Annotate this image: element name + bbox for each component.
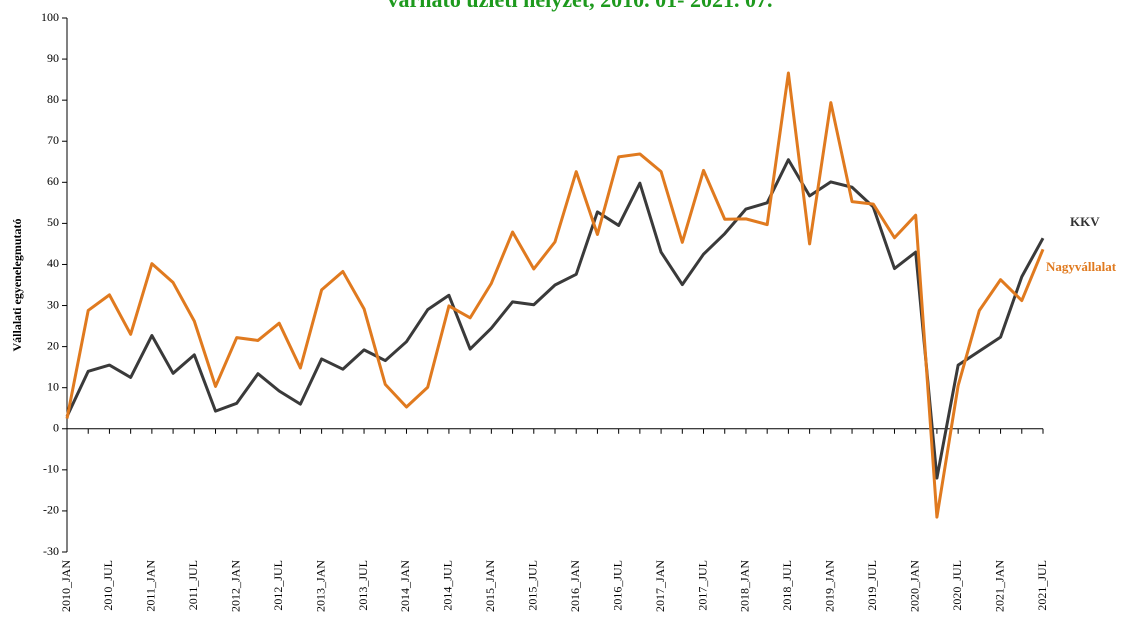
y-tick-label: 60 (47, 174, 59, 188)
y-tick-label: 20 (47, 338, 59, 352)
x-tick-label: 2018_JUL (780, 560, 794, 611)
x-tick-label: 2014_JUL (441, 560, 455, 611)
series-label: KKV (1070, 214, 1100, 229)
x-tick-label: 2011_JAN (144, 560, 158, 612)
x-tick-label: 2016_JAN (568, 560, 582, 612)
x-tick-label: 2016_JUL (610, 560, 624, 611)
y-tick-label: 70 (47, 133, 59, 147)
x-tick-label: 2014_JAN (398, 560, 412, 612)
y-axis-label: Vállalati egyenelegmutató (10, 219, 24, 352)
x-tick-label: 2020_JUL (950, 560, 964, 611)
x-tick-label: 2021_JAN (992, 560, 1006, 612)
x-tick-label: 2010_JAN (59, 560, 73, 612)
y-tick-label: 30 (47, 297, 59, 311)
series-line (65, 71, 1045, 519)
x-tick-label: 2021_JUL (1035, 560, 1049, 611)
x-tick-label: 2012_JUL (271, 560, 285, 611)
x-tick-label: 2015_JAN (483, 560, 497, 612)
x-tick-label: 2017_JUL (695, 560, 709, 611)
series-label: Nagyvállalat (1046, 259, 1117, 274)
x-tick-label: 2019_JUL (865, 560, 879, 611)
y-tick-label: 40 (47, 256, 59, 270)
chart-title: várható üzleti helyzet, 2010. 01- 2021. … (388, 0, 773, 12)
x-tick-label: 2013_JUL (356, 560, 370, 611)
y-tick-label: 10 (47, 379, 59, 393)
y-tick-label: -20 (43, 503, 59, 517)
x-tick-label: 2018_JAN (738, 560, 752, 612)
x-tick-label: 2011_JUL (186, 560, 200, 610)
y-tick-label: 90 (47, 51, 59, 65)
y-tick-label: 0 (53, 421, 59, 435)
x-tick-label: 2010_JUL (101, 560, 115, 611)
y-tick-label: 100 (41, 10, 59, 24)
y-tick-label: 80 (47, 92, 59, 106)
x-tick-label: 2012_JAN (228, 560, 242, 612)
y-tick-label: 50 (47, 215, 59, 229)
series-line (65, 158, 1045, 480)
x-tick-label: 2019_JAN (823, 560, 837, 612)
x-tick-label: 2017_JAN (653, 560, 667, 612)
x-tick-label: 2015_JUL (526, 560, 540, 611)
x-tick-label: 2013_JAN (313, 560, 327, 612)
y-tick-label: -10 (43, 462, 59, 476)
y-tick-label: -30 (43, 544, 59, 558)
x-tick-label: 2020_JAN (907, 560, 921, 612)
